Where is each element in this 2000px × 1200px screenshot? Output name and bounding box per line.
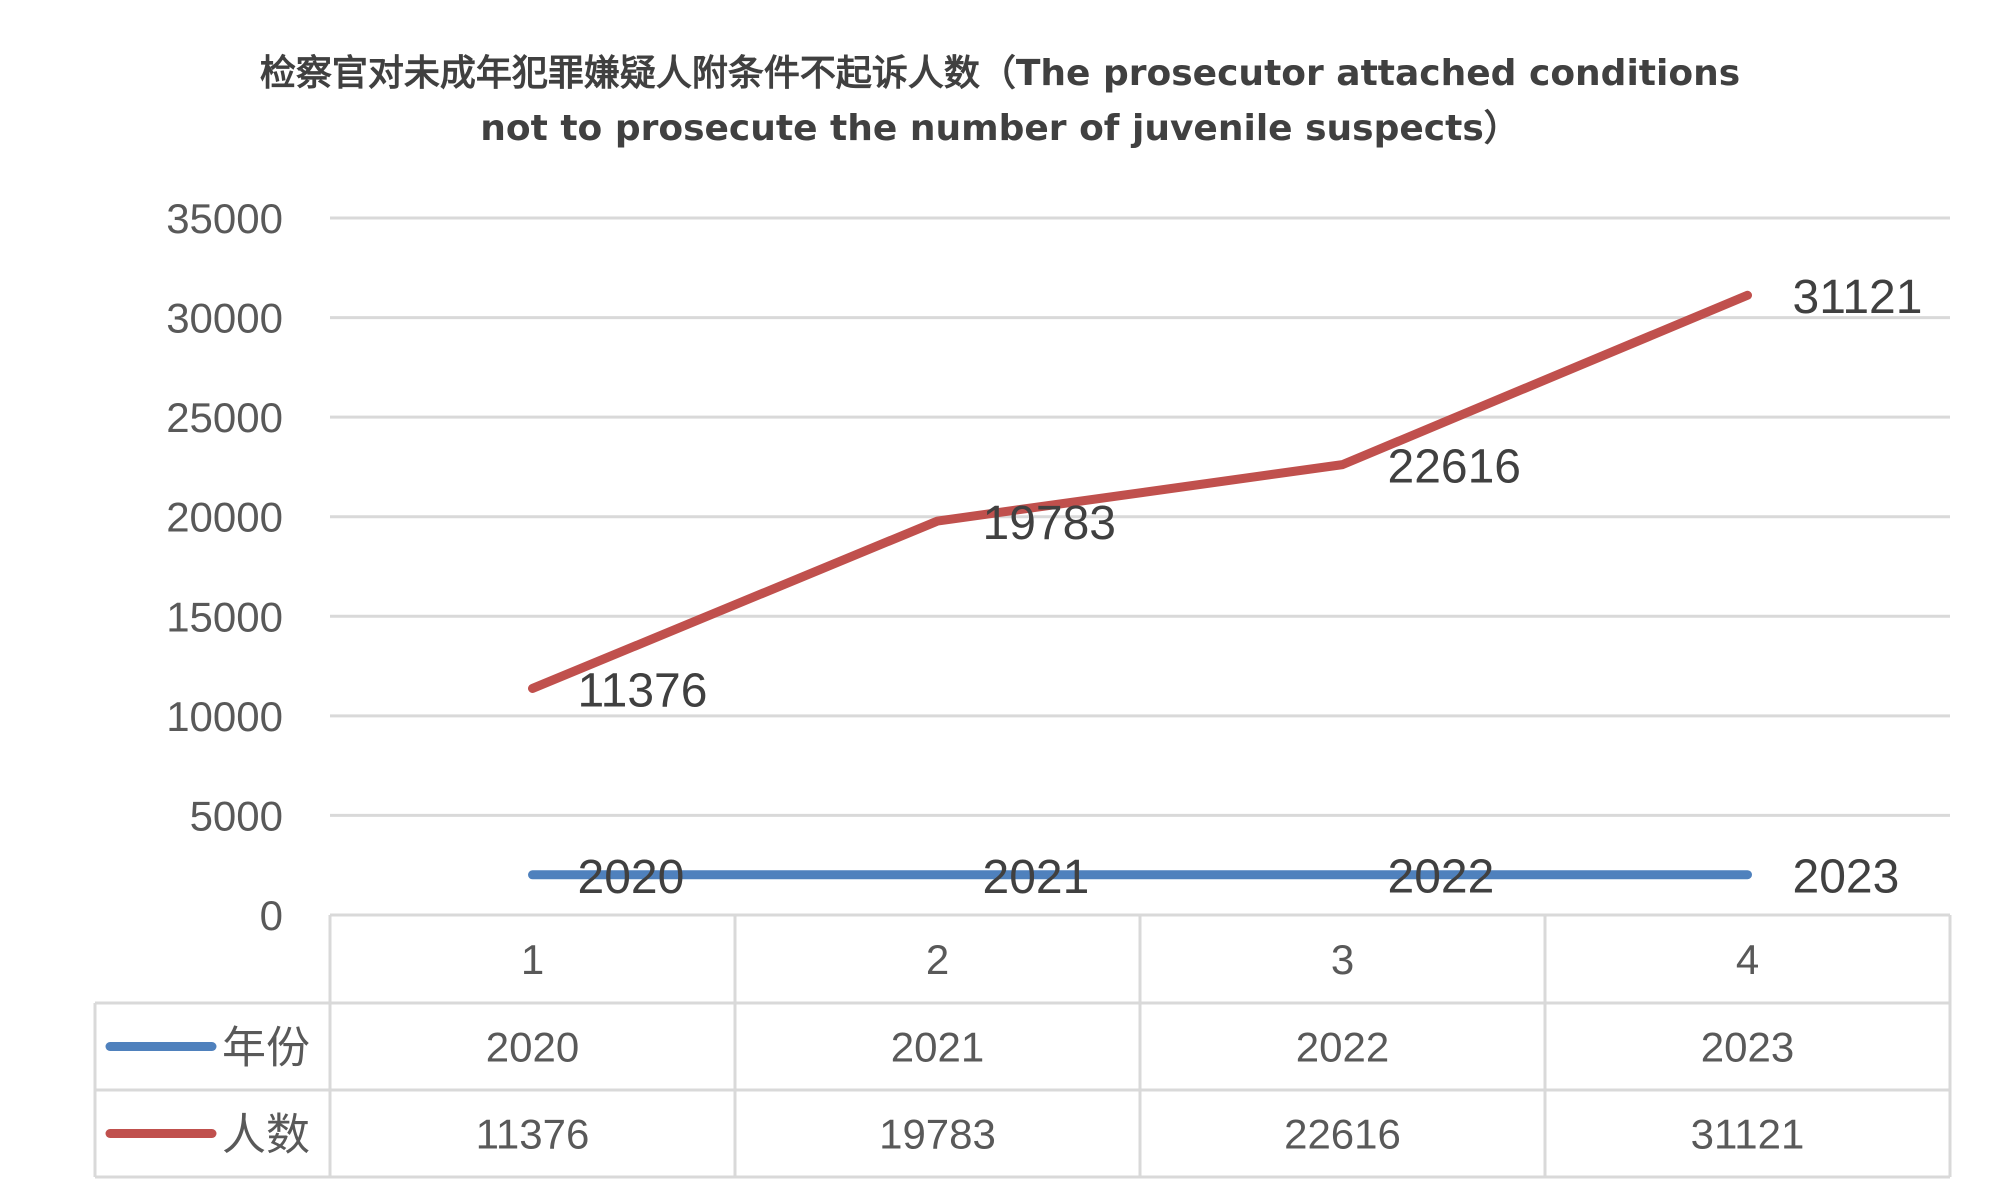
gridlines: 0 5000 10000 15000 20000 25000 30000 35000 xyxy=(166,195,1950,939)
y-tick-label: 0 xyxy=(260,892,283,939)
y-tick-label: 10000 xyxy=(166,693,283,740)
table-cell: 11376 xyxy=(476,1111,590,1158)
table-cell: 22616 xyxy=(1284,1111,1401,1158)
data-label: 11376 xyxy=(578,664,708,717)
x-tick-label: 2 xyxy=(926,936,949,983)
y-tick-label: 5000 xyxy=(190,792,283,839)
plot-area xyxy=(528,290,1752,880)
table-cell: 2023 xyxy=(1701,1024,1794,1071)
data-label: 31121 xyxy=(1793,271,1923,324)
chart-title-line-1: 检察官对未成年犯罪嫌疑人附条件不起诉人数（The prosecutor atta… xyxy=(260,53,1740,94)
x-tick-label: 1 xyxy=(521,936,544,983)
y-tick-label: 35000 xyxy=(166,195,283,242)
table-cell: 31121 xyxy=(1691,1111,1805,1158)
x-tick-label: 3 xyxy=(1331,936,1354,983)
y-tick-label: 20000 xyxy=(166,494,283,541)
table-cell: 2021 xyxy=(891,1024,984,1071)
legend-label-1: 年份 xyxy=(222,1023,310,1074)
data-table: 1 2 3 4 年份 2020 2021 2022 2023 人数 11376 19783 22616 3… xyxy=(93,913,1952,1179)
data-labels: 2020 2021 2022 2023 11376 19783 22616 31121 xyxy=(578,271,1923,904)
y-tick-label: 25000 xyxy=(166,394,283,441)
table-cell: 19783 xyxy=(879,1111,996,1158)
data-label: 2023 xyxy=(1793,851,1900,904)
y-tick-label: 15000 xyxy=(166,593,283,640)
series-line-2 xyxy=(528,290,1752,693)
data-label: 2020 xyxy=(578,851,685,904)
data-label: 22616 xyxy=(1388,441,1521,494)
legend-label-2: 人数 xyxy=(222,1110,310,1161)
table-cell: 2022 xyxy=(1296,1024,1389,1071)
chart-title-line-2: not to prosecute the number of juvenile … xyxy=(480,108,1520,149)
y-tick-label: 30000 xyxy=(166,295,283,342)
data-label: 2021 xyxy=(983,851,1090,904)
data-label: 2022 xyxy=(1388,851,1495,904)
x-tick-label: 4 xyxy=(1736,936,1759,983)
data-label: 19783 xyxy=(983,497,1116,550)
table-cell: 2020 xyxy=(486,1024,579,1071)
